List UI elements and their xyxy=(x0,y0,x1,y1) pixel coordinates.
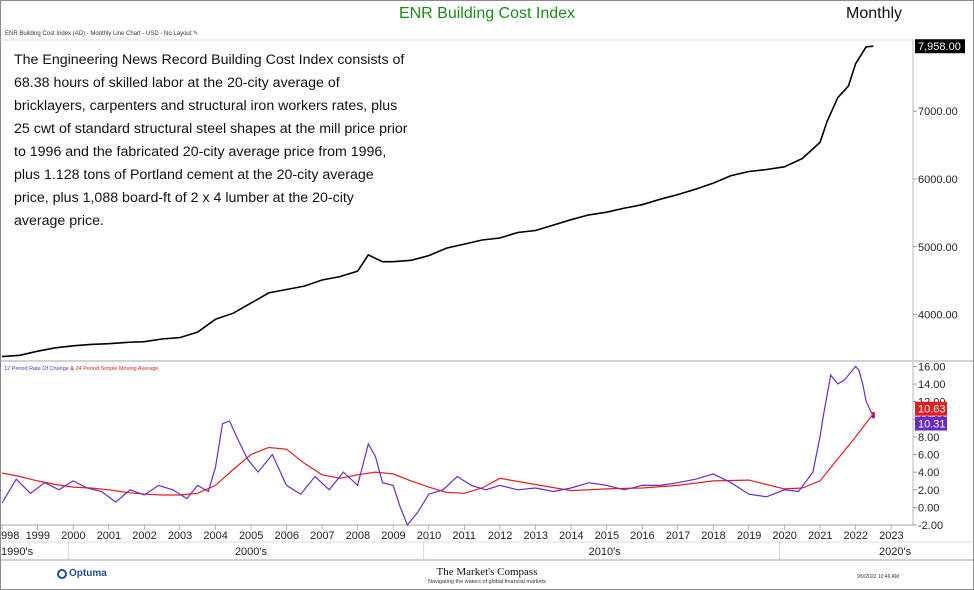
indicator-legend: 12 Period Rate Of Change & 24 Period Sim… xyxy=(4,366,158,372)
frequency-label[interactable]: Monthly xyxy=(846,5,903,22)
chart-title: ENR Building Cost Index xyxy=(398,5,576,22)
decade-axis-ticks: 1990's 2000's 2010's 2020's xyxy=(1,542,912,560)
price-last-tag xyxy=(915,39,965,54)
roc-tick-label: 4.00 xyxy=(918,467,939,479)
roc-series-line xyxy=(1,365,874,527)
decade-label: 2010's xyxy=(589,546,622,558)
decade-label: 1990's xyxy=(1,546,34,558)
year-tick-label: 2004 xyxy=(203,530,227,542)
roc-end-marker xyxy=(871,414,876,419)
brand-name: The Market's Compass xyxy=(436,566,538,578)
year-tick-label: 2018 xyxy=(701,530,725,542)
decade-label: 2020's xyxy=(879,546,912,558)
price-tick-label: 6000.00 xyxy=(918,174,958,186)
roc-tick-label: 8.00 xyxy=(918,432,939,444)
brand-tagline: Navigating the waters of global financia… xyxy=(427,579,546,585)
year-tick-label: 2003 xyxy=(168,530,192,542)
year-tick-label: 2015 xyxy=(595,530,619,542)
legend-roc: 12 Period Rate Of Change xyxy=(4,366,69,372)
year-tick-label: 2002 xyxy=(132,530,156,542)
price-axis-ticks: 4000.00 5000.00 6000.00 7000.00 xyxy=(913,106,958,322)
year-tick-label: 2009 xyxy=(381,530,405,542)
year-tick-label: 2016 xyxy=(630,530,654,542)
last-value-tags: 7,958.00 10.63 10.31 xyxy=(871,39,965,431)
year-tick-label: 998 xyxy=(1,530,19,542)
roc-tick-label: -2.00 xyxy=(918,520,943,532)
optuma-logo: Optuma xyxy=(57,568,107,579)
year-tick-label: 2011 xyxy=(452,530,476,542)
year-tick-label: 2023 xyxy=(879,530,903,542)
year-tick-label: 2007 xyxy=(310,530,334,542)
legend-sma: 24 Period Simple Moving Average xyxy=(75,366,159,372)
roc-tick-label: 0.00 xyxy=(918,502,939,514)
year-tick-label: 2005 xyxy=(239,530,263,542)
decade-label: 2000's xyxy=(235,546,268,558)
roc-last-value: 10.31 xyxy=(918,419,946,431)
year-tick-label: 2013 xyxy=(523,530,547,542)
year-tick-label: 2001 xyxy=(97,530,121,542)
roc-last-tag xyxy=(915,416,947,431)
year-tick-label: 2021 xyxy=(808,530,832,542)
roc-tick-label: 14.00 xyxy=(918,379,946,391)
roc-tick-label: 2.00 xyxy=(918,485,939,497)
sma-series-line xyxy=(1,413,874,496)
optuma-logo-text: Optuma xyxy=(69,568,107,579)
year-tick-label: 2014 xyxy=(559,530,583,542)
roc-axis-ticks: -2.000.002.004.006.008.0010.0012.0014.00… xyxy=(913,361,946,532)
price-tick-label: 7000.00 xyxy=(918,106,958,118)
roc-tick-label: 6.00 xyxy=(918,450,939,462)
year-tick-label: 2019 xyxy=(737,530,761,542)
year-tick-label: 2006 xyxy=(275,530,299,542)
chart-subtitle[interactable]: ENR Building Cost Index (AD) - Monthly L… xyxy=(5,31,199,37)
optuma-logo-icon xyxy=(57,568,67,579)
roc-tick-label: 16.00 xyxy=(918,361,946,373)
sma-last-value: 10.63 xyxy=(918,404,946,416)
year-tick-label: 2017 xyxy=(666,530,690,542)
year-tick-label: 2022 xyxy=(844,530,868,542)
year-tick-label: 2000 xyxy=(61,530,85,542)
price-last-value: 7,958.00 xyxy=(918,41,961,53)
sma-end-marker xyxy=(871,411,876,416)
timestamp: 9/9/2022 10:46 AM xyxy=(857,574,899,580)
year-tick-label: 1999 xyxy=(26,530,50,542)
price-series-line xyxy=(1,45,874,358)
description-text: The Engineering News Record Building Cos… xyxy=(14,52,408,229)
sma-last-tag xyxy=(915,401,947,416)
year-tick-label: 2008 xyxy=(346,530,370,542)
legend-amp: & xyxy=(70,366,75,372)
year-tick-label: 2010 xyxy=(417,530,441,542)
year-axis-ticks: 998 1999 2000 2001 2002 2003 2004 2005 2006 2007 2… xyxy=(1,525,904,542)
year-tick-label: 2020 xyxy=(772,530,796,542)
price-tick-label: 4000.00 xyxy=(918,310,958,322)
year-tick-label: 2012 xyxy=(488,530,512,542)
price-tick-label: 5000.00 xyxy=(918,242,958,254)
